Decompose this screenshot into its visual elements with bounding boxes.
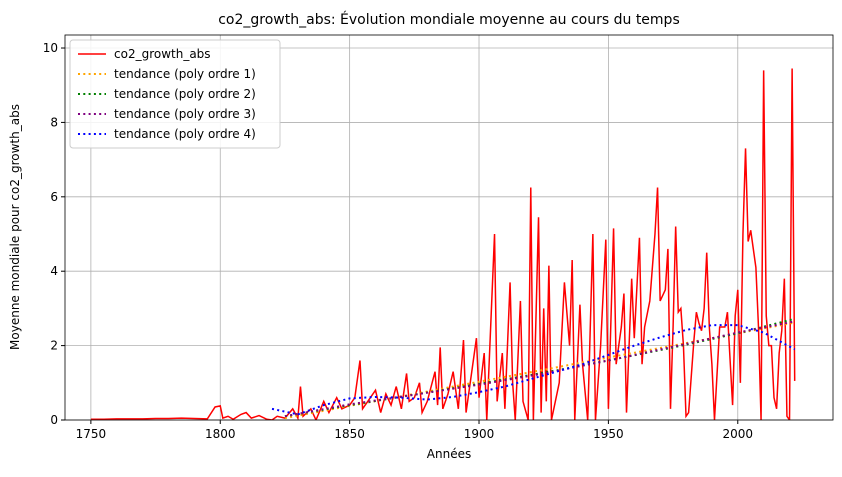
legend-label: tendance (poly ordre 1) (114, 67, 256, 81)
y-tick-label: 0 (50, 413, 58, 427)
y-tick-label: 8 (50, 115, 58, 129)
legend-box (69, 39, 281, 149)
x-axis-label: Années (427, 447, 471, 461)
legend-label: tendance (poly ordre 4) (114, 127, 256, 141)
x-tick-label: 1800 (205, 427, 236, 441)
x-tick-label: 1750 (76, 427, 107, 441)
x-tick-label: 1900 (464, 427, 495, 441)
y-tick-label: 6 (50, 190, 58, 204)
y-axis-label: Moyenne mondiale pour co2_growth_abs (8, 104, 22, 350)
legend-label: co2_growth_abs (114, 47, 211, 61)
x-tick-label: 2000 (723, 427, 754, 441)
plot-frame (64, 34, 834, 421)
legend-label: tendance (poly ordre 2) (114, 87, 256, 101)
x-tick-label: 1850 (334, 427, 365, 441)
x-tick-label: 1950 (593, 427, 624, 441)
y-tick-label: 10 (43, 41, 58, 55)
y-tick-label: 2 (50, 339, 58, 353)
legend-label: tendance (poly ordre 3) (114, 107, 256, 121)
chart-title: co2_growth_abs: Évolution mondiale moyen… (218, 11, 680, 28)
y-tick-label: 4 (50, 264, 58, 278)
